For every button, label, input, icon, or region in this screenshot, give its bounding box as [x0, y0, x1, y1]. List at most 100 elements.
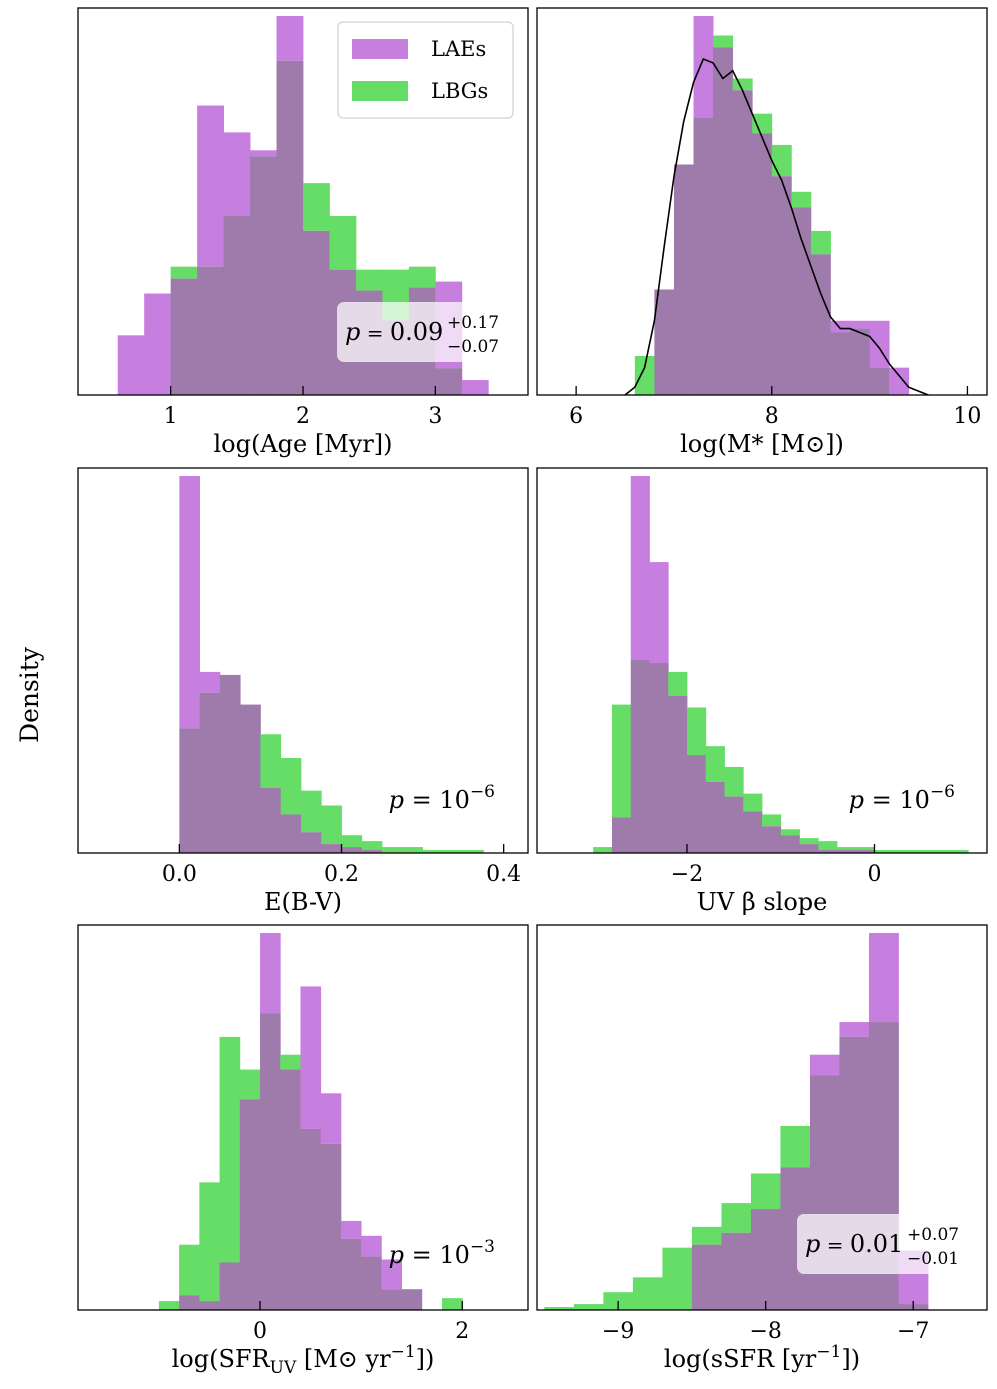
overlap-bar [705, 781, 725, 853]
p-value: p = 10−6 [389, 782, 495, 814]
overlap-bar [837, 850, 857, 853]
overlap-bar [219, 1262, 241, 1310]
legend-label-lbg: LBGs [431, 79, 488, 103]
overlap-bar [223, 215, 251, 395]
overlap-bar [799, 844, 819, 853]
overlap-bar [401, 1289, 423, 1310]
lbg-bar-excess [732, 78, 753, 91]
lbg-bar-excess [762, 814, 782, 827]
overlap-bar [219, 674, 241, 853]
overlap-bar [199, 692, 221, 853]
overlap-bar [721, 1232, 752, 1310]
lae-bar-excess [179, 476, 201, 729]
lbg-bar-excess [930, 850, 950, 853]
lbg-bar-excess [634, 355, 655, 395]
overlap-bar [668, 695, 688, 853]
lbg-bar-excess [341, 835, 363, 848]
lbg-bar-excess [893, 850, 913, 853]
overlap-bar [276, 60, 304, 395]
lae-bar-excess [889, 367, 910, 395]
lbg-bar-excess [662, 1247, 693, 1310]
x-tick-label: 1 [164, 404, 178, 429]
overlap-bar [869, 367, 890, 395]
histogram-bars [544, 933, 929, 1310]
overlap-bar [300, 832, 322, 853]
overlap-bar [321, 844, 342, 853]
x-axis-label: log(SFRUV [M⊙ yr−1]) [172, 1342, 435, 1378]
x-tick-label: 8 [765, 404, 779, 429]
panel-beta: −2 0 UV β slope p = 10−6 [536, 467, 988, 916]
legend-swatch-lbg [352, 81, 408, 101]
overlap-bar [341, 847, 363, 853]
overlap-bar [713, 47, 734, 396]
x-axis-label: log(sSFR [yr−1]) [664, 1342, 860, 1373]
overlap-bar [240, 704, 261, 853]
p-base: = 10 [404, 786, 470, 814]
x-label-text: ]) [416, 1345, 435, 1373]
lae-bar-excess [850, 320, 871, 329]
histogram-bars [158, 933, 463, 1310]
p-value-box [797, 1214, 963, 1274]
overlap-bar [743, 811, 763, 853]
lae-bar-excess [223, 132, 251, 216]
overlap-bar [752, 133, 773, 395]
x-axis-label: log(M* [M⊙]) [680, 430, 844, 458]
x-tick-label: −9 [602, 1319, 634, 1344]
overlap-bar [361, 850, 383, 853]
lbg-bar-excess [691, 1226, 722, 1245]
overlap-bar [303, 230, 330, 395]
p-upper-error: +0.07 [907, 1225, 959, 1245]
x-tick-label: 2 [455, 1319, 469, 1344]
overlap-bar [179, 1295, 200, 1310]
lbg-bar-excess [303, 183, 330, 231]
overlap-bar [818, 850, 838, 853]
y-axis-label: Density [15, 646, 44, 743]
overlap-bar [320, 1143, 342, 1310]
lae-bar-excess [839, 1022, 870, 1037]
lae-bar-excess [276, 16, 304, 61]
lae-bar-excess [197, 105, 224, 267]
x-label-text: UV β slope [697, 888, 828, 916]
axes-frame [536, 924, 988, 1311]
x-label-text: ]) [841, 1345, 860, 1373]
overlap-bar [850, 328, 871, 395]
p-value: p = 0.09 [345, 318, 443, 346]
lbg-bar-excess [780, 829, 800, 836]
overlap-bar [239, 1099, 261, 1310]
lae-bar-excess [199, 671, 221, 693]
lae-bar-excess [144, 293, 172, 395]
legend-swatch-lae [352, 39, 408, 59]
x-label-text: log(Age [Myr]) [213, 430, 392, 458]
overlap-bar [791, 207, 812, 395]
overlap-bar [280, 814, 302, 853]
overlap-bar [693, 117, 714, 395]
overlap-bar [300, 1128, 322, 1310]
lbg-bar-excess [874, 850, 894, 853]
x-label-text: E(B-V) [264, 888, 342, 916]
x-tick-label: 6 [569, 404, 583, 429]
lbg-bar-excess [382, 847, 403, 853]
axes-frame [536, 7, 988, 396]
x-tick-label: −8 [749, 1319, 781, 1344]
lbg-bar-excess [799, 838, 819, 845]
lbg-bar-excess [810, 230, 831, 255]
lbg-bar-excess [705, 746, 725, 782]
x-tick-label: 10 [953, 404, 981, 429]
lbg-bar-excess [199, 1182, 220, 1302]
x-tick-label: 0 [868, 862, 882, 887]
lbg-bar-excess [544, 1307, 575, 1310]
lbg-bar-excess [687, 707, 707, 756]
overlap-bar [809, 1075, 840, 1310]
lae-bar-excess [630, 476, 650, 661]
axes-frame [77, 924, 529, 1311]
overlap-bar [612, 817, 632, 853]
lbg-bar-excess [632, 1277, 663, 1310]
overlap-bar [732, 90, 753, 395]
lbg-bar-excess [219, 1036, 241, 1263]
overlap-bar [687, 755, 707, 853]
lbg-bar-excess [750, 1173, 781, 1210]
legend-label-lae: LAEs [431, 37, 486, 61]
p-value: p = 10−3 [389, 1237, 495, 1269]
p-exponent: −3 [470, 1237, 495, 1257]
x-label-superscript: −1 [391, 1342, 416, 1362]
